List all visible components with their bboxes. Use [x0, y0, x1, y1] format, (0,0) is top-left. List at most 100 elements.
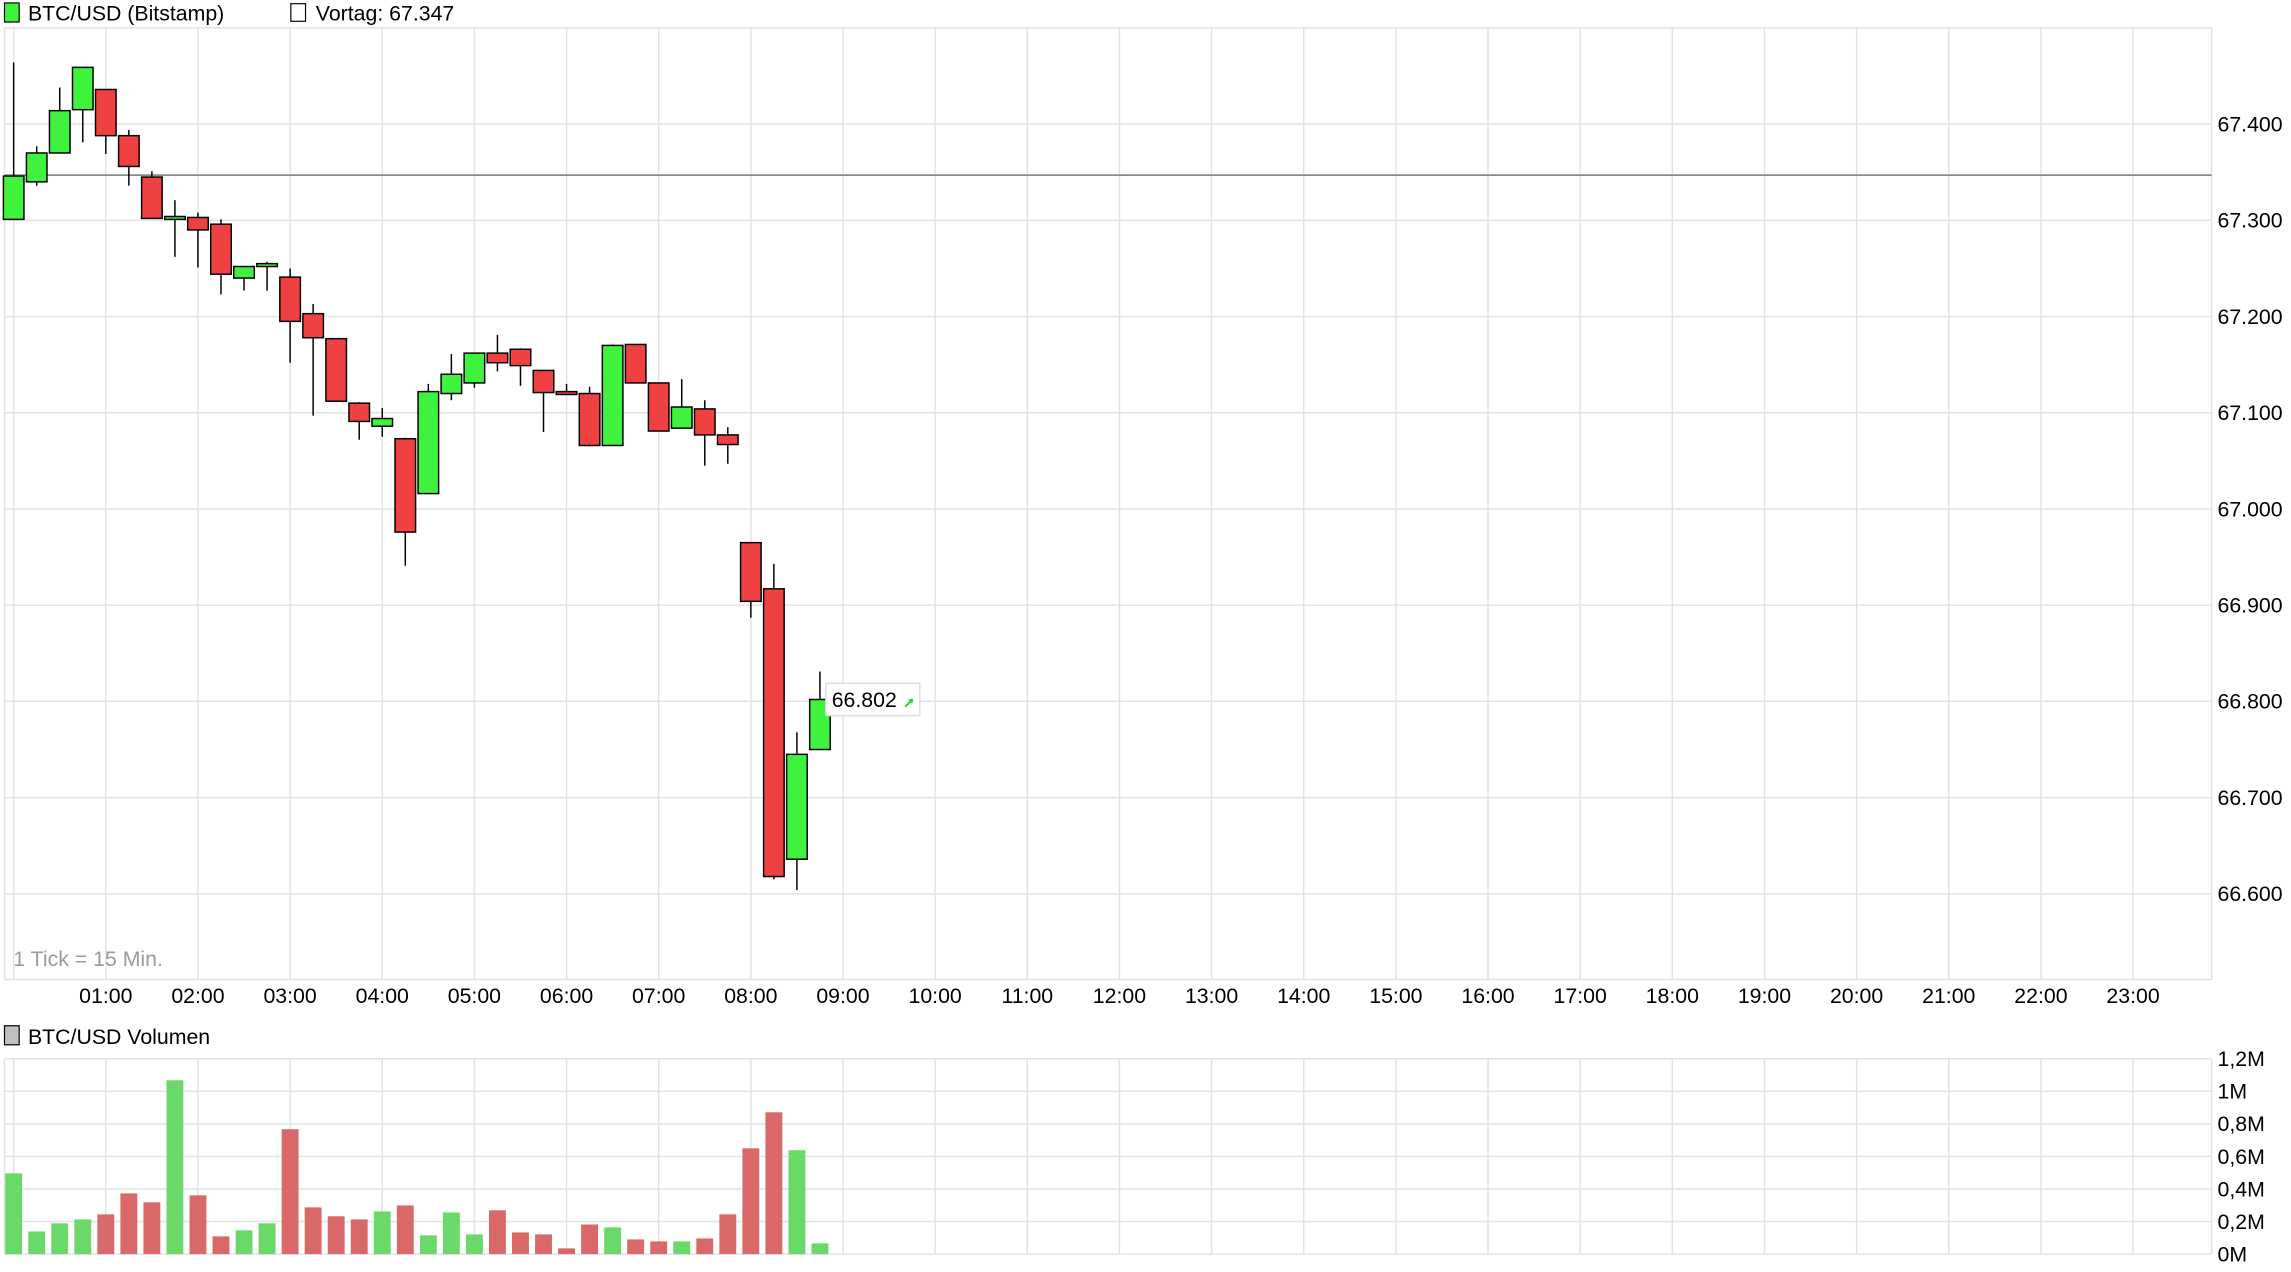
- candle-body: [509, 348, 532, 367]
- candle-body: [140, 176, 163, 220]
- time-tick-label: 17:00: [1554, 984, 1607, 1008]
- price-tick-label: 67.000: [2217, 497, 2282, 521]
- candle-body: [647, 382, 670, 432]
- price-tick-label: 66.600: [2217, 882, 2282, 906]
- candle: [509, 348, 532, 386]
- candle-body: [209, 223, 233, 275]
- candle-body: [394, 438, 417, 533]
- price-tick-label: 67.100: [2217, 401, 2282, 425]
- candle: [486, 334, 509, 372]
- candle: [463, 352, 486, 388]
- candle: [71, 66, 94, 143]
- candle: [417, 383, 440, 495]
- volume-bar: [235, 1230, 253, 1255]
- candle-body: [233, 265, 256, 279]
- candle-body: [348, 402, 371, 423]
- time-tick-label: 05:00: [448, 984, 501, 1008]
- candle: [325, 337, 348, 402]
- volume-bar: [373, 1211, 391, 1255]
- candle-body: [624, 343, 647, 384]
- candle-body: [693, 408, 716, 436]
- volume-legend-label: BTC/USD Volumen: [28, 1025, 210, 1049]
- candle: [762, 563, 785, 880]
- candle: [785, 732, 808, 890]
- volume-bar: [143, 1202, 161, 1255]
- trend-up-arrow-head: [908, 698, 914, 704]
- last-price-label: 66.802: [832, 688, 897, 712]
- candle-body: [186, 216, 209, 231]
- price-tick-label: 67.400: [2217, 112, 2282, 136]
- candle: [279, 268, 302, 363]
- volume-bar: [212, 1236, 230, 1255]
- price-tick-label: 67.200: [2217, 305, 2282, 329]
- candle: [670, 379, 693, 429]
- candle-body: [486, 352, 509, 364]
- volume-bar: [788, 1150, 806, 1255]
- candle-body: [371, 417, 394, 427]
- volume-bar: [465, 1234, 483, 1255]
- candle: [140, 171, 163, 220]
- candle-body: [670, 406, 693, 429]
- volume-bar: [5, 1173, 23, 1255]
- candle: [532, 369, 555, 433]
- volume-tick-label: 0,4M: [2217, 1177, 2264, 1201]
- price-tick-label: 66.700: [2217, 786, 2282, 810]
- candle-body: [716, 434, 739, 446]
- tick-interval-note: 1 Tick = 15 Min.: [13, 947, 163, 971]
- volume-bar: [166, 1080, 184, 1255]
- candle: [624, 343, 647, 384]
- candle-body: [48, 109, 71, 154]
- candle-body: [163, 215, 186, 221]
- time-tick-label: 18:00: [1646, 984, 1699, 1008]
- volume-bar: [327, 1216, 345, 1255]
- candle-body: [440, 373, 463, 395]
- prev-close-legend-swatch: [290, 3, 307, 22]
- time-tick-label: 04:00: [356, 984, 409, 1008]
- candle: [117, 129, 140, 186]
- candle-body: [463, 352, 486, 384]
- time-tick-label: 06:00: [540, 984, 593, 1008]
- time-tick-label: 11:00: [1001, 984, 1053, 1008]
- candle: [94, 88, 117, 154]
- time-tick-label: 12:00: [1093, 984, 1146, 1008]
- candle: [2, 62, 25, 221]
- volume-bar: [189, 1195, 207, 1255]
- candle: [302, 304, 325, 416]
- candle: [209, 219, 233, 295]
- time-tick-label: 22:00: [2014, 984, 2067, 1008]
- volume-bar: [627, 1239, 645, 1255]
- candle-body: [417, 390, 440, 495]
- volume-bar: [304, 1207, 322, 1255]
- candle-body: [785, 753, 808, 860]
- candle: [163, 200, 186, 257]
- price-tick-label: 67.300: [2217, 209, 2282, 233]
- volume-bar: [581, 1224, 599, 1255]
- volume-bar: [512, 1232, 529, 1255]
- candle-body: [94, 88, 117, 137]
- candle-body: [2, 175, 25, 221]
- candle-body: [578, 392, 601, 447]
- time-axis: 01:00 02:00 03:00 04:00 05:00 06:00 07:00 08:00…: [79, 984, 2160, 1008]
- volume-bar: [742, 1148, 760, 1255]
- volume-tick-label: 1M: [2217, 1080, 2247, 1104]
- candle-body: [25, 152, 48, 183]
- time-tick-label: 01:00: [79, 984, 132, 1008]
- volume-legend-swatch: [3, 1025, 20, 1046]
- volume-bar: [811, 1243, 829, 1255]
- volume-bar: [558, 1248, 575, 1255]
- volume-bar: [281, 1129, 299, 1255]
- candle-body: [325, 337, 348, 402]
- candle: [256, 261, 279, 291]
- candle: [233, 265, 256, 291]
- time-tick-label: 02:00: [171, 984, 224, 1008]
- volume-tick-label: 0,2M: [2217, 1210, 2264, 1234]
- volume-tick-label: 0,8M: [2217, 1112, 2264, 1136]
- volume-bar: [604, 1227, 622, 1255]
- candle: [394, 437, 417, 566]
- volume-bar: [51, 1223, 69, 1255]
- volume-panel: 1,2M 1M 0,8M 0,6M 0,4M 0,2M 0M: [3, 1047, 2265, 1266]
- candle-body: [302, 312, 325, 339]
- volume-tick-label: 0M: [2217, 1242, 2247, 1266]
- volume-bar: [719, 1214, 737, 1255]
- volume-tick-label: 0,6M: [2217, 1145, 2264, 1169]
